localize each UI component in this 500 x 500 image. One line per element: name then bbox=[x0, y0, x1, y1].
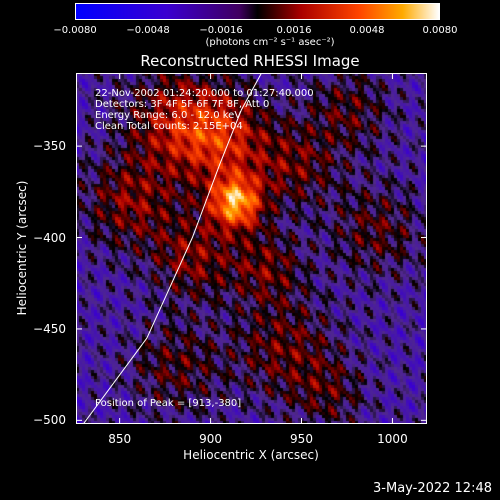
heatmap-image bbox=[76, 73, 427, 424]
plot-overlay bbox=[76, 73, 427, 424]
solar-limb-line bbox=[82, 73, 262, 424]
y-tick-label: −450 bbox=[33, 321, 66, 336]
x-tick-label: 950 bbox=[290, 432, 313, 446]
colorbar-tick-label: −0.0048 bbox=[126, 25, 170, 36]
annotation-peak-position: Position of Peak = [913,-380] bbox=[95, 398, 242, 409]
y-axis-label: Heliocentric Y (arcsec) bbox=[15, 180, 29, 316]
colorbar bbox=[75, 3, 440, 20]
annotation-clean: Clean Total counts: 2.15E+04 bbox=[95, 121, 243, 132]
x-tick-label: 900 bbox=[199, 432, 223, 446]
date-stamp: 3-May-2022 12:48 bbox=[373, 481, 492, 496]
colorbar-tick-label: −0.0016 bbox=[199, 25, 243, 36]
colorbar-tick-label: 0.0080 bbox=[422, 25, 458, 36]
y-tick-label: −500 bbox=[33, 413, 66, 428]
chart-title: Reconstructed RHESSI Image bbox=[140, 52, 360, 70]
annotation-detectors: Detectors: 3F 4F 5F 6F 7F 8F, Att 0 bbox=[95, 99, 270, 110]
annotation-time-range: 22-Nov-2002 01:24:20.000 to 01:27:40.000 bbox=[95, 88, 314, 99]
annotation-energy: Energy Range: 6.0 - 12.0 keV bbox=[95, 110, 242, 121]
plot-frame bbox=[76, 73, 427, 424]
colorbar-tick-label: 0.0048 bbox=[349, 25, 385, 36]
colorbar-tick-label: 0.0016 bbox=[276, 25, 312, 36]
x-tick-label: 1000 bbox=[377, 432, 408, 446]
y-tick-label: −400 bbox=[33, 230, 66, 245]
x-tick-label: 850 bbox=[108, 432, 132, 446]
x-axis-label: Heliocentric X (arcsec) bbox=[183, 448, 319, 462]
colorbar-tick-label: −0.0080 bbox=[53, 25, 97, 36]
y-tick-label: −350 bbox=[33, 139, 66, 154]
colorbar-gradient bbox=[76, 4, 439, 19]
colorbar-units: (photons cm⁻² s⁻¹ asec⁻²) bbox=[205, 37, 335, 48]
